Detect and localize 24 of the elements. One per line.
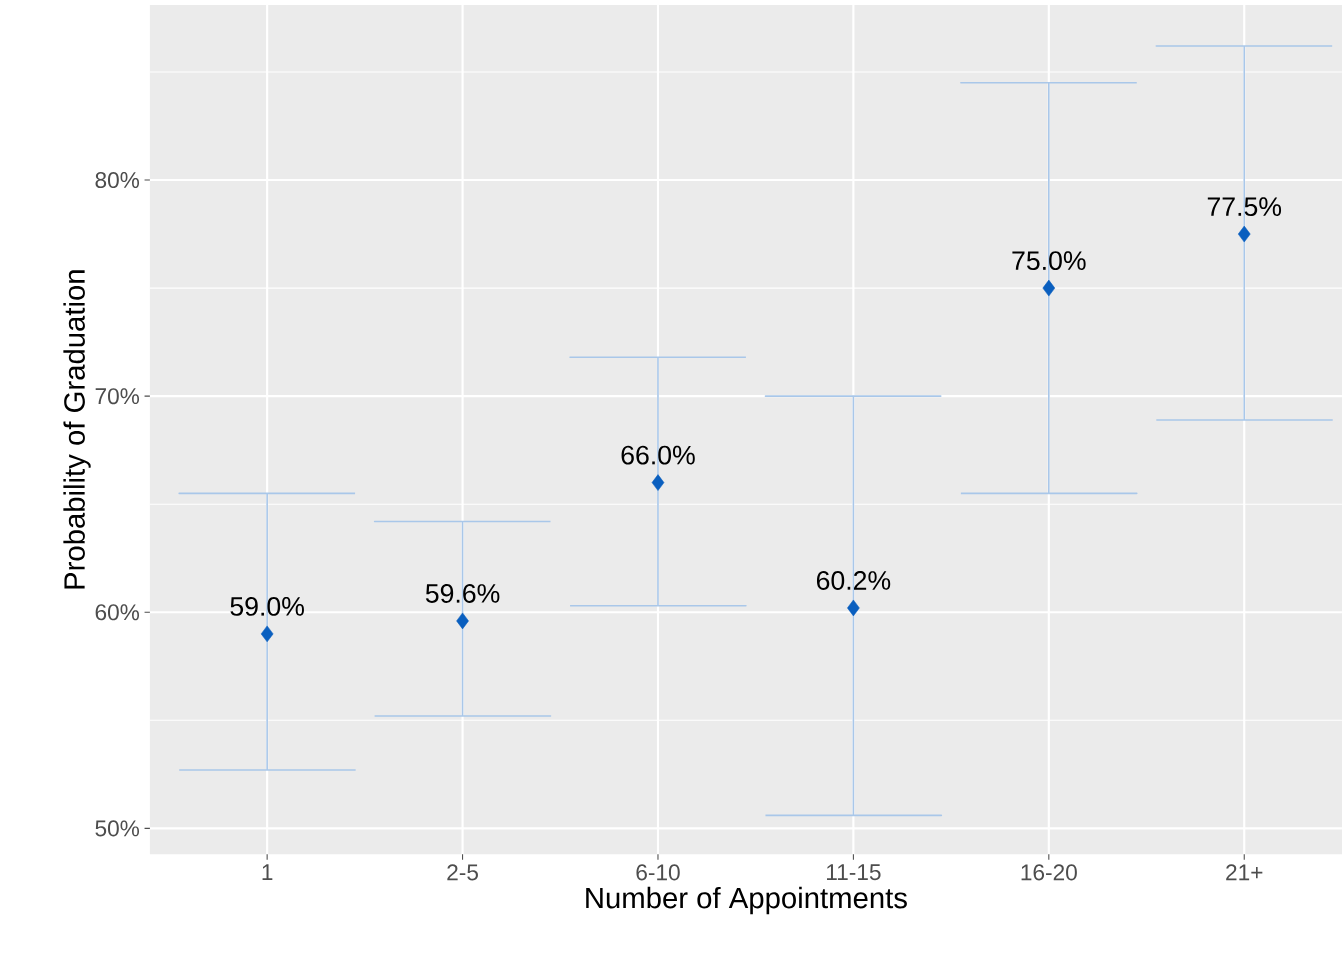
- point: [1237, 225, 1251, 243]
- point: [456, 612, 469, 630]
- point: [847, 599, 860, 617]
- y-axis-title: Probability of Graduation: [63, 270, 91, 589]
- y-tick-label: 80%: [95, 171, 140, 188]
- data-label: 60.2%: [816, 570, 891, 590]
- data-label: 59.6%: [425, 583, 500, 603]
- x-tick-label: 6-10: [636, 864, 680, 881]
- data-label: 77.5%: [1207, 197, 1282, 216]
- y-tick-label: 70%: [95, 388, 140, 405]
- x-tick-label: 16-20: [1021, 864, 1077, 881]
- y-tick-label: 50%: [95, 820, 140, 837]
- point: [260, 625, 274, 643]
- point: [1042, 279, 1056, 297]
- x-axis-title: Number of Appointments: [586, 886, 907, 915]
- x-tick-label: 11-15: [827, 864, 881, 881]
- point: [651, 474, 665, 491]
- y-tick-label: 60%: [95, 604, 140, 621]
- x-tick-label: 1: [262, 864, 273, 880]
- x-tick-label: 2-5: [447, 864, 478, 881]
- x-tick-label: 21+: [1226, 864, 1263, 881]
- data-label: 66.0%: [621, 445, 695, 465]
- data-label: 59.0%: [230, 596, 304, 616]
- data-label: 75.0%: [1012, 251, 1086, 270]
